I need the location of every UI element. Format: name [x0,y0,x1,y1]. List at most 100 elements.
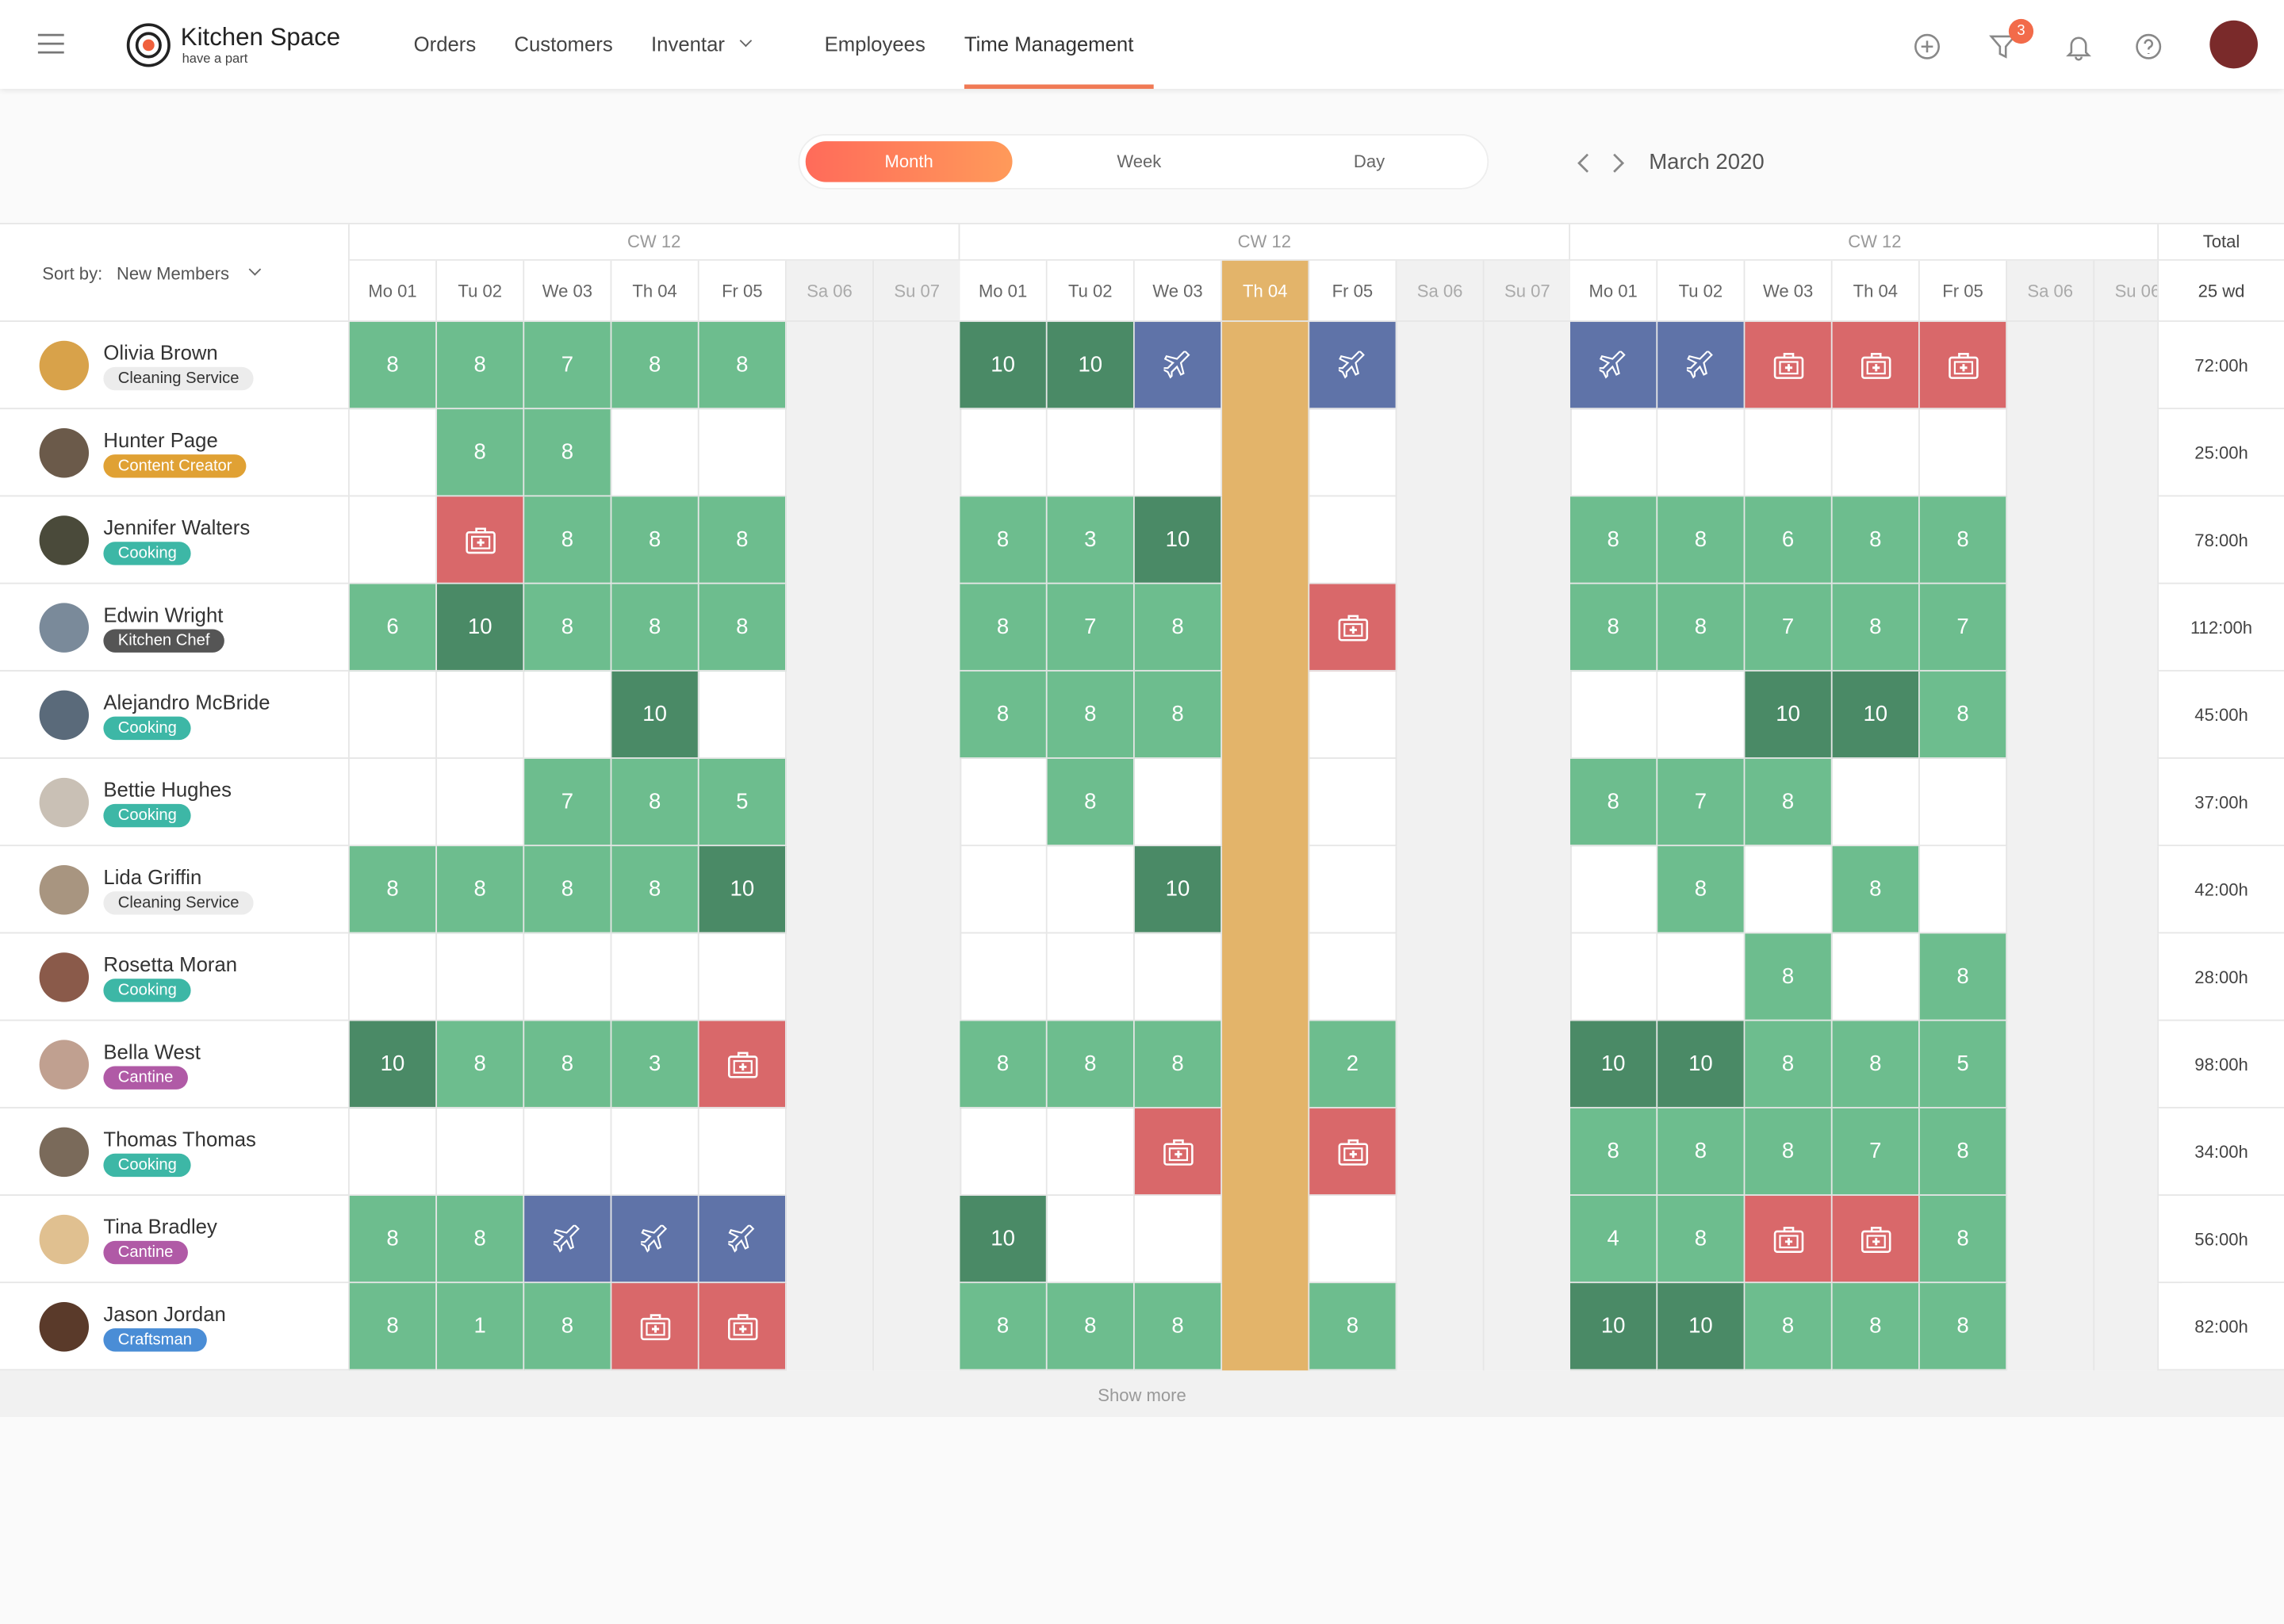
shift-cell[interactable]: 5 [699,758,787,847]
shift-cell[interactable]: 8 [1657,846,1746,934]
sick-cell[interactable] [1832,1195,1920,1284]
shift-cell[interactable]: 8 [524,1021,612,1109]
shift-cell[interactable]: 8 [437,321,525,410]
empty-cell[interactable] [1745,409,1833,497]
shift-cell[interactable]: 8 [1134,671,1223,759]
shift-cell[interactable]: 8 [960,584,1048,672]
shift-cell[interactable]: 1 [437,1283,525,1371]
shift-cell[interactable]: 7 [1657,758,1746,847]
empty-cell[interactable] [437,1108,525,1196]
empty-cell[interactable] [611,409,699,497]
empty-cell[interactable] [699,1108,787,1196]
empty-cell[interactable] [1657,671,1746,759]
shift-cell[interactable]: 8 [1832,846,1920,934]
shift-cell[interactable]: 10 [1134,496,1223,584]
shift-cell[interactable]: 2 [1309,1021,1397,1109]
shift-cell[interactable]: 8 [349,1195,438,1284]
shift-cell[interactable]: 8 [1570,758,1658,847]
employee-name[interactable]: Jennifer Walters [103,515,251,539]
shift-cell[interactable]: 8 [437,846,525,934]
shift-cell[interactable]: 8 [611,584,699,672]
nav-item[interactable]: Customers [514,32,613,56]
employee-name[interactable]: Olivia Brown [103,340,218,365]
sick-cell[interactable] [1309,1108,1397,1196]
empty-cell[interactable] [1832,409,1920,497]
vacation-cell[interactable] [1134,321,1223,410]
empty-cell[interactable] [1134,409,1223,497]
shift-cell[interactable]: 8 [1134,1283,1223,1371]
shift-cell[interactable]: 8 [611,846,699,934]
shift-cell[interactable]: 10 [1047,321,1135,410]
view-tab[interactable]: Week [1117,151,1162,172]
shift-cell[interactable]: 8 [524,409,612,497]
sick-cell[interactable] [1919,321,2008,410]
user-avatar[interactable] [2209,20,2258,69]
shift-cell[interactable]: 7 [1919,584,2008,672]
empty-cell[interactable] [699,409,787,497]
shift-cell[interactable]: 8 [437,1021,525,1109]
vacation-cell[interactable] [1657,321,1746,410]
empty-cell[interactable] [1047,1195,1135,1284]
shift-cell[interactable]: 8 [699,584,787,672]
empty-cell[interactable] [1570,846,1658,934]
shift-cell[interactable]: 10 [1657,1283,1746,1371]
employee-name[interactable]: Tina Bradley [103,1214,217,1239]
shift-cell[interactable]: 8 [437,1195,525,1284]
shift-cell[interactable]: 8 [1047,671,1135,759]
empty-cell[interactable] [437,671,525,759]
shift-cell[interactable]: 10 [1570,1021,1658,1109]
empty-cell[interactable] [349,933,438,1021]
shift-cell[interactable]: 6 [349,584,438,672]
empty-cell[interactable] [1570,409,1658,497]
empty-cell[interactable] [1570,933,1658,1021]
view-tab[interactable]: Day [1353,151,1385,172]
shift-cell[interactable]: 8 [1919,671,2008,759]
sick-cell[interactable] [1745,1195,1833,1284]
employee-name[interactable]: Edwin Wright [103,603,224,626]
sick-cell[interactable] [1832,321,1920,410]
shift-cell[interactable]: 10 [1570,1283,1658,1371]
empty-cell[interactable] [611,1108,699,1196]
empty-cell[interactable] [1134,933,1223,1021]
empty-cell[interactable] [349,409,438,497]
empty-cell[interactable] [524,1108,612,1196]
empty-cell[interactable] [1047,409,1135,497]
empty-cell[interactable] [1047,1108,1135,1196]
employee-name[interactable]: Lida Griffin [103,865,202,889]
shift-cell[interactable]: 8 [1309,1283,1397,1371]
shift-cell[interactable]: 8 [1745,1108,1833,1196]
empty-cell[interactable] [1657,933,1746,1021]
shift-cell[interactable]: 5 [1919,1021,2008,1109]
shift-cell[interactable]: 7 [524,758,612,847]
empty-cell[interactable] [1657,409,1746,497]
shift-cell[interactable]: 8 [349,846,438,934]
shift-cell[interactable]: 8 [699,321,787,410]
shift-cell[interactable]: 8 [1832,496,1920,584]
shift-cell[interactable]: 10 [437,584,525,672]
empty-cell[interactable] [611,933,699,1021]
empty-cell[interactable] [1134,758,1223,847]
shift-cell[interactable]: 10 [1745,671,1833,759]
shift-cell[interactable]: 8 [611,758,699,847]
shift-cell[interactable]: 8 [1570,1108,1658,1196]
shift-cell[interactable]: 8 [1134,1021,1223,1109]
shift-cell[interactable]: 8 [1919,1195,2008,1284]
empty-cell[interactable] [1047,933,1135,1021]
shift-cell[interactable]: 8 [524,496,612,584]
shift-cell[interactable]: 8 [1919,933,2008,1021]
shift-cell[interactable]: 8 [960,1021,1048,1109]
empty-cell[interactable] [1309,409,1397,497]
shift-cell[interactable]: 6 [1745,496,1833,584]
empty-cell[interactable] [960,758,1048,847]
shift-cell[interactable]: 8 [1047,758,1135,847]
empty-cell[interactable] [699,933,787,1021]
empty-cell[interactable] [349,496,438,584]
sick-cell[interactable] [1745,321,1833,410]
shift-cell[interactable]: 7 [1832,1108,1920,1196]
shift-cell[interactable]: 8 [1832,1021,1920,1109]
shift-cell[interactable]: 8 [1657,584,1746,672]
shift-cell[interactable]: 8 [960,671,1048,759]
sick-cell[interactable] [699,1021,787,1109]
empty-cell[interactable] [1919,846,2008,934]
empty-cell[interactable] [1832,758,1920,847]
